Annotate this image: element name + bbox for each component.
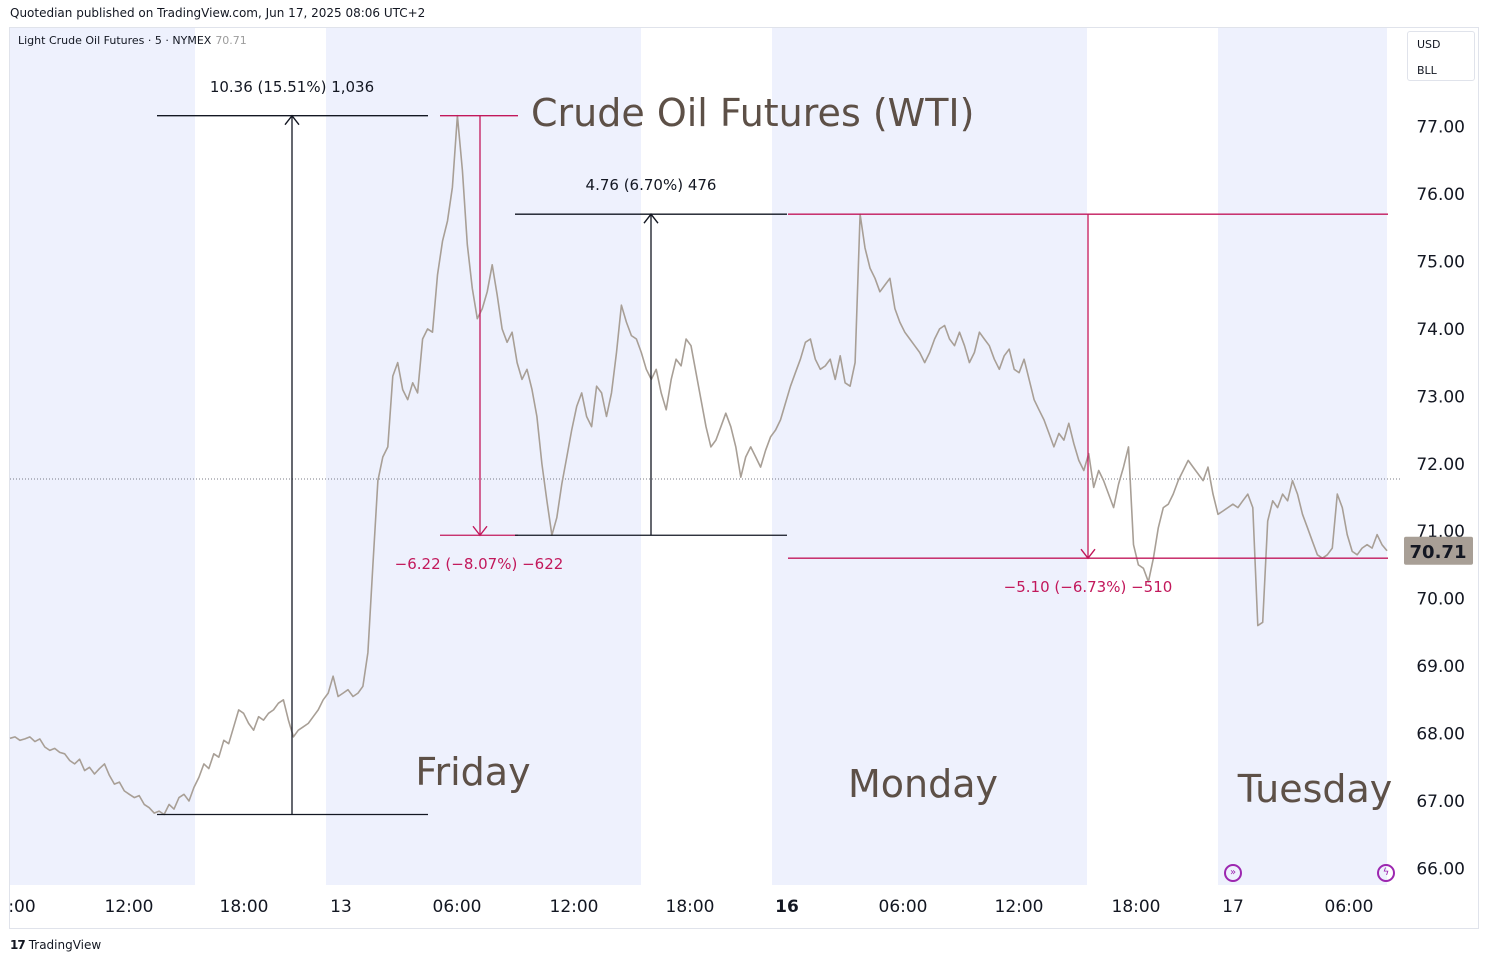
currency-label: USD [1417, 38, 1441, 51]
session-shade [772, 28, 1087, 885]
measure-label: 4.76 (6.70%) 476 [586, 176, 717, 194]
day-label: Monday [848, 762, 998, 806]
brand-name: TradingView [28, 938, 102, 952]
x-tick-label: 13 [330, 897, 352, 917]
tradingview-brand[interactable]: 17 TradingView [10, 938, 101, 952]
measure-arrow-head [472, 525, 488, 537]
tradingview-logo-icon: 17 [10, 938, 26, 952]
measure-arrow-head [1080, 548, 1096, 560]
x-tick-label: 18:00 [666, 897, 715, 917]
session-shade [10, 28, 195, 885]
x-tick-label: 06:00 [433, 897, 482, 917]
y-tick-label: 75.00 [1416, 252, 1465, 272]
session-shade [1218, 28, 1387, 885]
day-label: Tuesday [1237, 767, 1393, 811]
currency-unit-selector[interactable]: USD BLL [1407, 31, 1475, 81]
x-tick-label: 12:00 [105, 897, 154, 917]
y-tick-label: 68.00 [1416, 725, 1465, 745]
unit-label: BLL [1417, 64, 1437, 77]
measure-arrow-head [284, 114, 300, 126]
measure-label: 10.36 (15.51%) 1,036 [210, 78, 374, 96]
x-tick-label: 06:00 [1325, 897, 1374, 917]
measure-label: −5.10 (−6.73%) −510 [1004, 578, 1173, 596]
goto-realtime-icon[interactable]: » [1224, 864, 1242, 882]
symbol-last-price: 70.71 [215, 34, 247, 47]
y-tick-label: 70.00 [1416, 590, 1465, 610]
x-tick-label: 12:00 [550, 897, 599, 917]
current-price-label: 70.71 [1410, 542, 1467, 563]
x-tick-label: 16 [775, 897, 799, 917]
x-tick-label: 12:00 [995, 897, 1044, 917]
y-tick-label: 73.00 [1416, 387, 1465, 407]
x-tick-label: 06:00 [879, 897, 928, 917]
y-tick-label: 74.00 [1416, 320, 1465, 340]
publisher-caption: Quotedian published on TradingView.com, … [10, 6, 426, 20]
x-tick-label: 17 [1222, 897, 1244, 917]
lightning-icon[interactable]: ϟ [1377, 864, 1395, 882]
day-label: Friday [415, 750, 530, 794]
y-tick-label: 76.00 [1416, 185, 1465, 205]
y-tick-label: 66.00 [1416, 859, 1465, 879]
y-tick-label: 72.00 [1416, 455, 1465, 475]
current-price-tag [1404, 536, 1473, 565]
symbol-legend[interactable]: Light Crude Oil Futures · 5 · NYMEX 70.71 [18, 34, 247, 47]
y-tick-label: 69.00 [1416, 657, 1465, 677]
measure-label: −6.22 (−8.07%) −622 [395, 555, 564, 573]
y-tick-label: 77.00 [1416, 118, 1465, 138]
x-tick-label: 18:00 [1112, 897, 1161, 917]
x-tick-label: 18:00 [220, 897, 269, 917]
session-shade [326, 28, 641, 885]
chart-title: Crude Oil Futures (WTI) [531, 91, 974, 135]
symbol-name: Light Crude Oil Futures · 5 · NYMEX [18, 34, 212, 47]
y-tick-label: 67.00 [1416, 792, 1465, 812]
price-series-line [9, 114, 1388, 816]
chart-frame [9, 27, 1479, 929]
measure-arrow-head [643, 213, 659, 224]
x-tick-label: :00 [8, 897, 35, 917]
